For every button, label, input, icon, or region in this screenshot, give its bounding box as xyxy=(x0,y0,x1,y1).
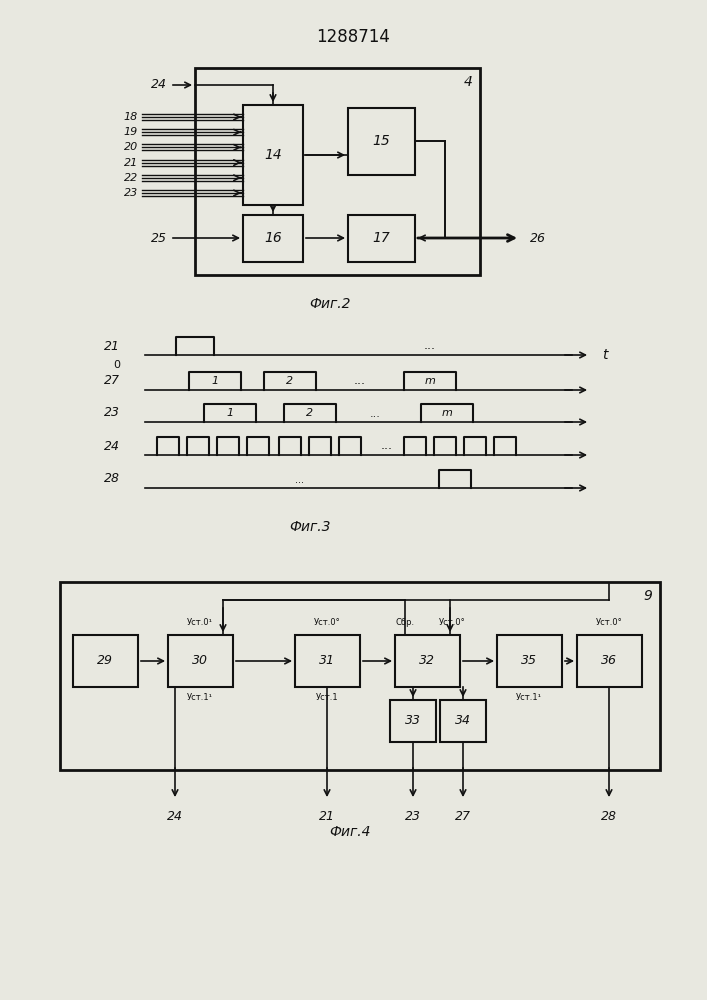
Text: 35: 35 xyxy=(521,654,537,668)
Bar xyxy=(243,105,303,205)
Text: 21: 21 xyxy=(124,158,138,168)
Text: 1: 1 xyxy=(211,376,218,386)
Bar xyxy=(577,635,642,687)
Text: 23: 23 xyxy=(124,188,138,198)
Text: 27: 27 xyxy=(455,810,471,823)
Bar xyxy=(395,635,460,687)
Bar xyxy=(497,635,562,687)
Text: 1: 1 xyxy=(226,408,233,418)
Bar xyxy=(60,582,660,770)
Text: Уст.0°: Уст.0° xyxy=(314,618,340,627)
Bar xyxy=(295,635,360,687)
Bar xyxy=(195,68,480,275)
Text: 23: 23 xyxy=(104,406,120,420)
Text: Уст.1¹: Уст.1¹ xyxy=(516,693,542,702)
Bar xyxy=(440,700,486,742)
Bar xyxy=(348,108,415,175)
Text: t: t xyxy=(602,348,607,362)
Text: Уст.0°: Уст.0° xyxy=(595,618,622,627)
Text: 27: 27 xyxy=(104,374,120,387)
Text: ...: ... xyxy=(424,339,436,352)
Text: 2: 2 xyxy=(286,376,293,386)
Text: 14: 14 xyxy=(264,148,282,162)
Text: 30: 30 xyxy=(192,654,208,668)
Bar xyxy=(390,700,436,742)
Text: 21: 21 xyxy=(104,340,120,353)
Text: Сбр.: Сбр. xyxy=(395,618,414,627)
Text: ...: ... xyxy=(296,475,305,485)
Text: 33: 33 xyxy=(405,714,421,728)
Text: 21: 21 xyxy=(319,810,335,823)
Text: 24: 24 xyxy=(104,440,120,452)
Text: Фиг.3: Фиг.3 xyxy=(289,520,331,534)
Text: 17: 17 xyxy=(372,231,390,245)
Text: 25: 25 xyxy=(151,232,167,244)
Text: 26: 26 xyxy=(530,232,546,244)
Text: 24: 24 xyxy=(167,810,183,823)
Text: Уст.1: Уст.1 xyxy=(316,693,339,702)
Text: 24: 24 xyxy=(151,79,167,92)
Text: 9: 9 xyxy=(643,589,653,603)
Text: 20: 20 xyxy=(124,142,138,152)
Text: 0: 0 xyxy=(113,360,120,370)
Text: 1288714: 1288714 xyxy=(316,28,390,46)
Text: 4: 4 xyxy=(464,75,472,89)
Text: 15: 15 xyxy=(372,134,390,148)
Text: ...: ... xyxy=(354,374,366,387)
Bar xyxy=(348,215,415,262)
Bar xyxy=(168,635,233,687)
Text: 16: 16 xyxy=(264,231,282,245)
Text: 32: 32 xyxy=(419,654,435,668)
Text: 18: 18 xyxy=(124,112,138,122)
Text: ...: ... xyxy=(381,439,393,452)
Text: 34: 34 xyxy=(455,714,471,728)
Text: 23: 23 xyxy=(405,810,421,823)
Text: 2: 2 xyxy=(306,408,314,418)
Text: Фиг.2: Фиг.2 xyxy=(309,297,351,311)
Text: 29: 29 xyxy=(97,654,113,668)
Text: Уст.1¹: Уст.1¹ xyxy=(187,693,213,702)
Text: 36: 36 xyxy=(601,654,617,668)
Text: 28: 28 xyxy=(601,810,617,823)
Bar xyxy=(243,215,303,262)
Text: Уст.0°: Уст.0° xyxy=(438,618,465,627)
Text: m: m xyxy=(425,376,436,386)
Text: 19: 19 xyxy=(124,127,138,137)
Text: Уст.0¹: Уст.0¹ xyxy=(187,618,213,627)
Text: Фиг.4: Фиг.4 xyxy=(329,825,370,839)
Text: 22: 22 xyxy=(124,173,138,183)
Text: m: m xyxy=(442,408,452,418)
Text: 28: 28 xyxy=(104,473,120,486)
Text: 31: 31 xyxy=(319,654,335,668)
Bar xyxy=(73,635,138,687)
Text: ...: ... xyxy=(370,409,380,419)
